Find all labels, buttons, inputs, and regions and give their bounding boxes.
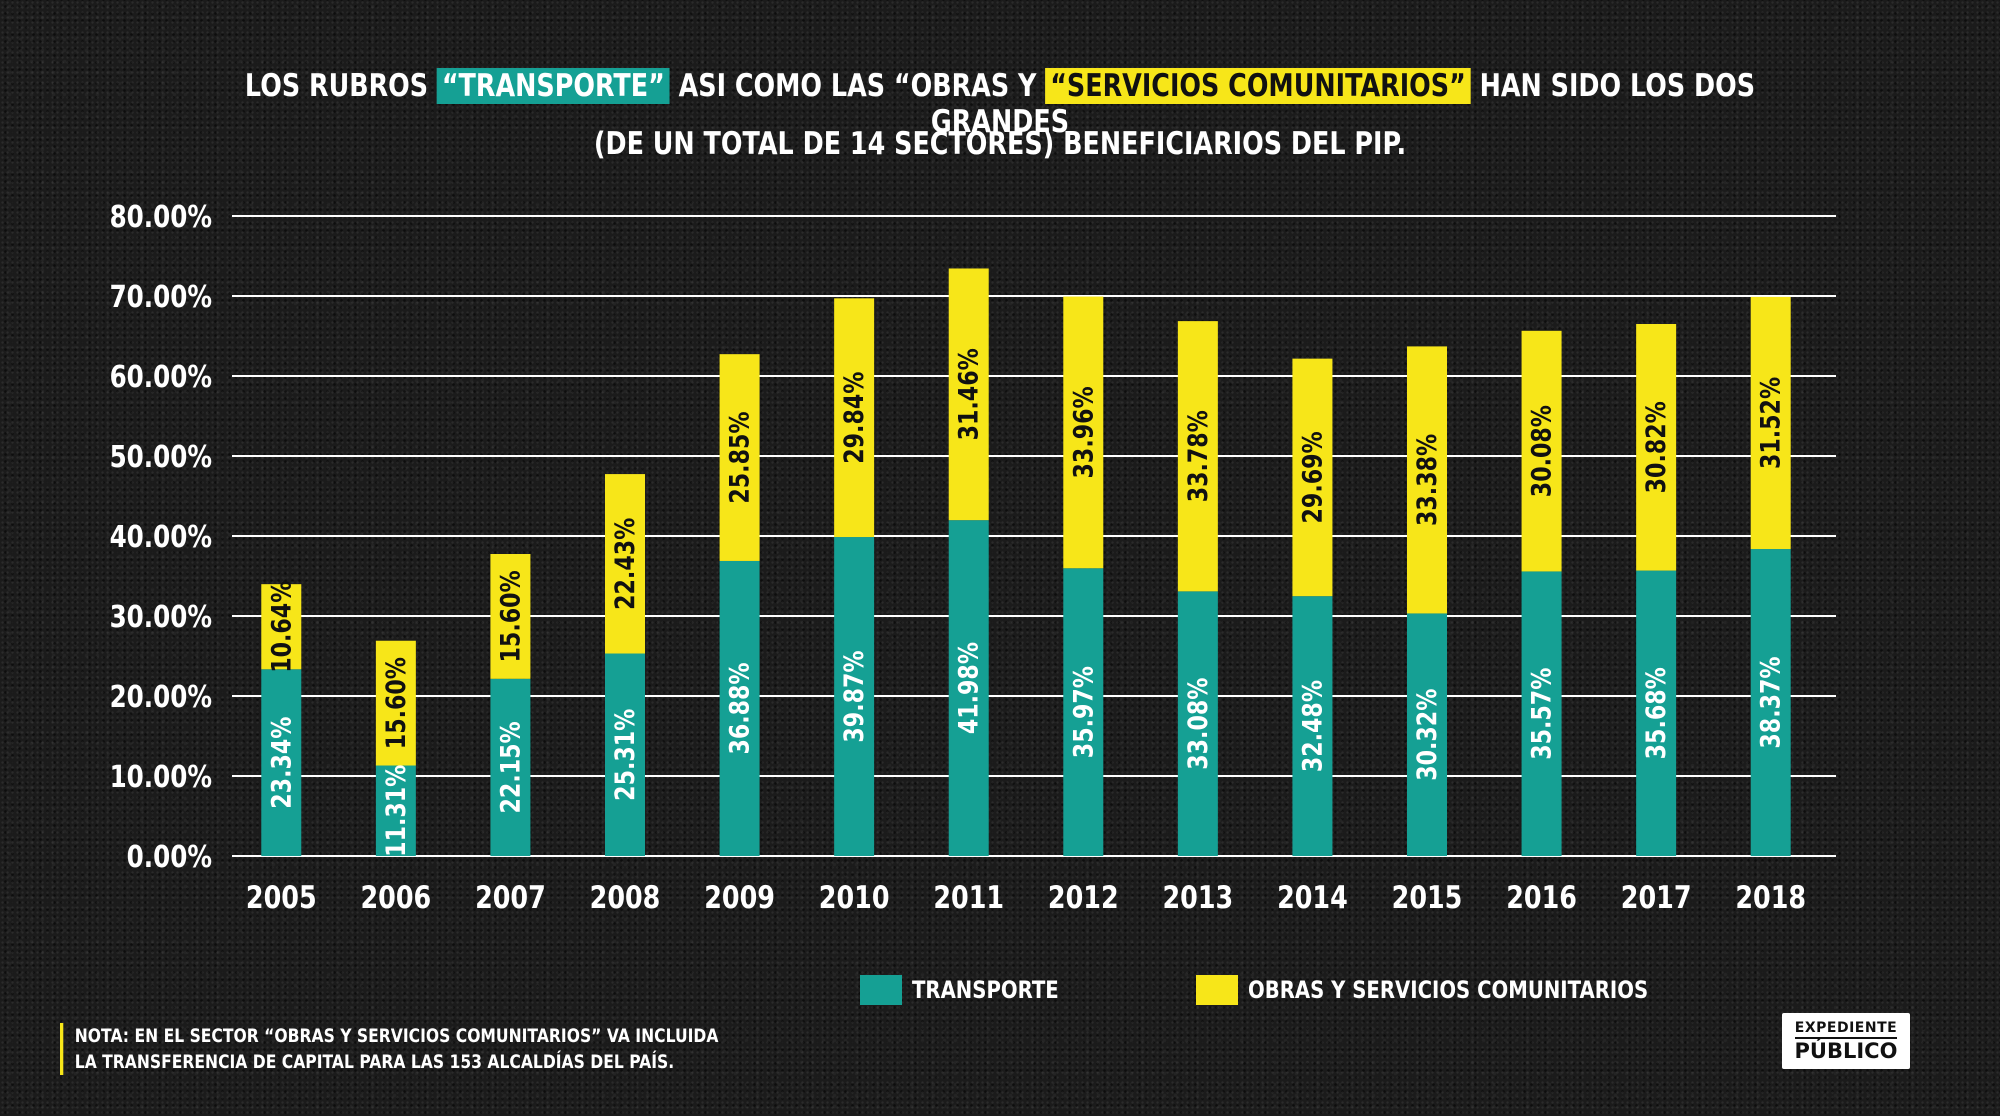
data-label-obras: 22.43% [609, 518, 641, 610]
bar-obras [1636, 324, 1677, 571]
data-label-transporte: 30.32% [1411, 689, 1443, 781]
bar-transporte [834, 537, 875, 856]
data-label-transporte: 36.88% [723, 662, 755, 754]
bar-obras [1750, 296, 1791, 550]
legend-item-obras: OBRAS Y SERVICIOS COMUNITARIOS [1196, 975, 1736, 1005]
bar-transporte [375, 765, 416, 856]
data-label-obras: 25.85% [723, 411, 755, 503]
x-tick-label: 2011 [933, 880, 1004, 916]
bar-transporte [1063, 568, 1104, 856]
y-tick-label: 10.00% [110, 761, 212, 795]
x-tick-label: 2010 [819, 880, 890, 916]
bar-transporte [605, 653, 645, 856]
bar-transporte [1292, 596, 1333, 856]
bar-transporte [1750, 549, 1791, 856]
chart-title-line-1: LOS RUBROS “TRANSPORTE” ASI COMO LAS “OB… [180, 68, 1820, 140]
data-label-obras: 33.38% [1411, 434, 1443, 526]
legend-label-transporte: TRANSPORTE [912, 976, 1059, 1004]
legend-swatch-transporte [860, 975, 902, 1005]
legend-label-obras: OBRAS Y SERVICIOS COMUNITARIOS [1248, 976, 1649, 1004]
data-label-transporte: 41.98% [953, 642, 985, 734]
bar-transporte [261, 669, 302, 856]
data-label-obras: 33.96% [1067, 386, 1099, 478]
data-label-obras: 30.82% [1640, 401, 1672, 493]
data-label-transporte: 38.37% [1755, 656, 1787, 748]
x-tick-label: 2005 [246, 880, 317, 916]
bar-obras [375, 640, 416, 766]
footnote-line-1: NOTA: EN EL SECTOR “OBRAS Y SERVICIOS CO… [74, 1025, 719, 1047]
data-label-obras: 15.60% [380, 657, 412, 749]
data-label-transporte: 25.31% [609, 709, 641, 801]
title-highlight-servicios: “SERVICIOS COMUNITARIOS” [1045, 68, 1471, 104]
bar-transporte [1636, 570, 1677, 856]
y-tick-label: 0.00% [127, 841, 212, 875]
bar-obras [1063, 296, 1104, 569]
data-label-transporte: 35.68% [1640, 667, 1672, 759]
bar-transporte [948, 520, 989, 856]
bar-obras [1292, 358, 1333, 597]
data-label-transporte: 22.15% [494, 721, 526, 813]
data-label-obras: 31.46% [953, 348, 985, 440]
bar-transporte [1177, 591, 1218, 856]
title-text-mid: ASI COMO LAS “OBRAS Y [669, 68, 1046, 104]
x-tick-label: 2015 [1392, 880, 1463, 916]
bar-obras [948, 268, 989, 521]
bar-obras [261, 584, 302, 670]
logo-text-top: EXPEDIENTE [1794, 1020, 1898, 1039]
y-tick-label: 40.00% [110, 521, 212, 555]
legend-item-transporte: TRANSPORTE [860, 975, 1091, 1005]
footnote: NOTA: EN EL SECTOR “OBRAS Y SERVICIOS CO… [60, 1023, 718, 1075]
data-label-transporte: 23.34% [265, 717, 297, 809]
logo-text-bottom: PÚBLICO [1794, 1038, 1898, 1063]
bar-obras [1177, 321, 1218, 592]
y-tick-label: 70.00% [110, 281, 212, 315]
x-tick-label: 2009 [704, 880, 775, 916]
y-tick-label: 60.00% [110, 361, 212, 395]
data-label-obras: 31.52% [1755, 377, 1787, 469]
x-tick-label: 2014 [1277, 880, 1348, 916]
data-label-transporte: 35.97% [1067, 666, 1099, 758]
data-label-transporte: 32.48% [1296, 680, 1328, 772]
data-label-obras: 33.78% [1182, 410, 1214, 502]
data-label-transporte: 35.57% [1525, 668, 1557, 760]
data-label-transporte: 33.08% [1182, 678, 1214, 770]
x-tick-label: 2017 [1621, 880, 1692, 916]
bar-transporte [1407, 613, 1447, 856]
data-label-obras: 30.08% [1525, 405, 1557, 497]
data-label-obras: 15.60% [494, 570, 526, 662]
x-tick-label: 2007 [475, 880, 546, 916]
bar-obras [1521, 330, 1562, 572]
footnote-line-2: LA TRANSFERENCIA DE CAPITAL PARA LAS 153… [74, 1051, 675, 1073]
chart-title-line-2: (DE UN TOTAL DE 14 SECTORES) BENEFICIARI… [593, 126, 1407, 162]
bar-obras [719, 354, 760, 561]
data-label-transporte: 39.87% [838, 650, 870, 742]
title-highlight-transporte: “TRANSPORTE” [436, 68, 670, 104]
x-tick-label: 2006 [361, 880, 432, 916]
legend-swatch-obras [1196, 975, 1238, 1005]
y-tick-label: 30.00% [110, 601, 212, 635]
bar-transporte [490, 678, 531, 856]
y-tick-label: 80.00% [110, 201, 212, 235]
title-text-post: HAN SIDO LOS DOS GRANDES [930, 68, 1756, 140]
expediente-publico-logo: EXPEDIENTE PÚBLICO [1782, 1013, 1910, 1069]
bar-transporte [1521, 571, 1562, 856]
data-label-transporte: 11.31% [380, 765, 412, 857]
bar-obras [605, 474, 645, 654]
x-tick-label: 2016 [1506, 880, 1577, 916]
x-tick-label: 2013 [1163, 880, 1234, 916]
x-tick-label: 2012 [1048, 880, 1119, 916]
x-tick-label: 2008 [590, 880, 661, 916]
bar-obras [834, 298, 875, 538]
y-tick-label: 20.00% [110, 681, 212, 715]
data-label-obras: 29.69% [1296, 431, 1328, 523]
bar-transporte [719, 560, 760, 856]
title-text-pre: LOS RUBROS [244, 68, 437, 104]
data-label-obras: 10.64% [265, 581, 297, 673]
y-tick-label: 50.00% [110, 441, 212, 475]
bar-obras [490, 554, 531, 679]
bar-obras [1407, 346, 1447, 614]
x-tick-label: 2018 [1735, 880, 1806, 916]
data-label-obras: 29.84% [838, 372, 870, 464]
